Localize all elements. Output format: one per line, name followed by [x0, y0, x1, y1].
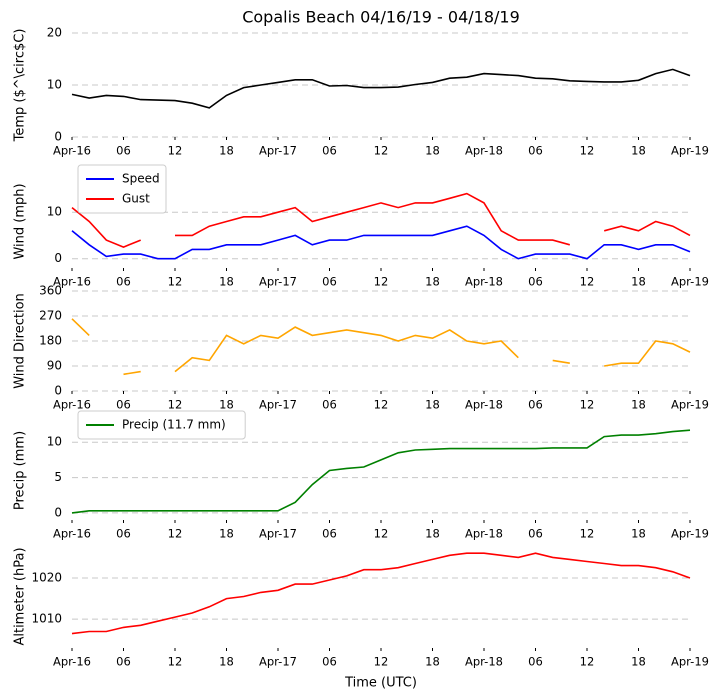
- x-tick-label: 06: [116, 275, 131, 289]
- legend-label: Speed: [122, 172, 160, 186]
- x-tick-label: 06: [116, 527, 131, 541]
- x-tick-label: 12: [374, 655, 389, 669]
- x-tick-label: 06: [116, 398, 131, 412]
- y-tick-label: 180: [39, 334, 62, 348]
- x-tick-label: 12: [580, 398, 595, 412]
- x-tick-label: 12: [168, 527, 183, 541]
- y-tick-label: 1020: [31, 570, 62, 584]
- x-tick-label: Apr-16: [53, 527, 91, 541]
- y-axis-label: Temp ($^\circ$C): [13, 29, 28, 143]
- x-tick-label: Apr-18: [465, 398, 503, 412]
- chart-title: Copalis Beach 04/16/19 - 04/18/19: [242, 8, 520, 27]
- x-tick-label: 18: [631, 144, 646, 158]
- x-tick-label: 06: [322, 655, 337, 669]
- x-tick-label: Apr-18: [465, 144, 503, 158]
- x-tick-label: 18: [219, 527, 234, 541]
- x-tick-label: 18: [425, 398, 440, 412]
- x-tick-label: 06: [322, 275, 337, 289]
- x-tick-label: 06: [528, 144, 543, 158]
- x-tick-label: Apr-16: [53, 275, 91, 289]
- series-line: [71, 318, 691, 376]
- y-tick-label: 5: [54, 470, 62, 484]
- series-line: [71, 192, 691, 248]
- y-tick-label: 10: [47, 435, 62, 449]
- x-tick-label: 06: [528, 527, 543, 541]
- x-tick-label: 06: [528, 398, 543, 412]
- x-tick-label: 18: [425, 275, 440, 289]
- x-tick-label: 12: [168, 398, 183, 412]
- y-tick-label: 20: [47, 26, 62, 40]
- x-tick-label: 06: [116, 144, 131, 158]
- x-tick-label: Apr-17: [259, 527, 297, 541]
- x-tick-label: Apr-17: [259, 275, 297, 289]
- series-line: [71, 225, 691, 260]
- y-axis-label: Wind (mph): [13, 183, 28, 259]
- x-tick-label: 18: [631, 527, 646, 541]
- x-tick-label: 12: [374, 144, 389, 158]
- legend-box: [77, 410, 246, 440]
- x-tick-label: Apr-17: [259, 144, 297, 158]
- series-line: [71, 68, 691, 109]
- x-tick-label: 18: [219, 275, 234, 289]
- y-tick-label: 0: [54, 384, 62, 398]
- x-tick-label: Apr-16: [53, 655, 91, 669]
- x-tick-label: Apr-18: [465, 655, 503, 669]
- legend-label: Gust: [122, 192, 150, 206]
- x-tick-label: 18: [425, 527, 440, 541]
- x-tick-label: 18: [219, 144, 234, 158]
- x-tick-label: Apr-19: [671, 275, 709, 289]
- legend-box: [77, 164, 167, 214]
- y-tick-label: 10: [47, 78, 62, 92]
- x-tick-label: 12: [580, 527, 595, 541]
- series-line: [71, 429, 691, 514]
- x-tick-label: 06: [322, 144, 337, 158]
- x-tick-label: 12: [580, 655, 595, 669]
- y-tick-label: 0: [54, 130, 62, 144]
- y-tick-label: 0: [54, 505, 62, 519]
- x-tick-label: 12: [374, 527, 389, 541]
- y-tick-label: 360: [39, 284, 62, 298]
- x-tick-label: Apr-18: [465, 527, 503, 541]
- x-tick-label: 18: [631, 275, 646, 289]
- x-tick-label: Apr-19: [671, 527, 709, 541]
- x-tick-label: 18: [425, 655, 440, 669]
- x-tick-label: Apr-16: [53, 144, 91, 158]
- x-tick-label: 18: [631, 655, 646, 669]
- x-tick-label: 06: [528, 655, 543, 669]
- series-line: [71, 552, 691, 635]
- y-axis-label: Altimeter (hPa): [13, 547, 28, 645]
- x-tick-label: Apr-19: [671, 655, 709, 669]
- x-tick-label: Apr-17: [259, 398, 297, 412]
- x-tick-label: Apr-17: [259, 655, 297, 669]
- x-tick-label: 12: [580, 275, 595, 289]
- x-tick-label: 18: [631, 398, 646, 412]
- y-tick-label: 10: [47, 205, 62, 219]
- y-axis-label: Precip (mm): [13, 431, 28, 510]
- x-tick-label: 06: [322, 398, 337, 412]
- x-tick-label: 18: [219, 398, 234, 412]
- y-tick-label: 90: [47, 359, 62, 373]
- x-tick-label: 06: [116, 655, 131, 669]
- x-tick-label: 18: [219, 655, 234, 669]
- y-tick-label: 1010: [31, 612, 62, 626]
- x-tick-label: Apr-18: [465, 275, 503, 289]
- x-tick-label: 12: [168, 655, 183, 669]
- x-axis-label: Time (UTC): [344, 676, 417, 691]
- x-tick-label: 12: [168, 275, 183, 289]
- y-tick-label: 270: [39, 309, 62, 323]
- x-tick-label: Apr-19: [671, 144, 709, 158]
- x-tick-label: 06: [528, 275, 543, 289]
- legend-label: Precip (11.7 mm): [122, 418, 226, 432]
- y-tick-label: 0: [54, 251, 62, 265]
- x-tick-label: 12: [374, 398, 389, 412]
- x-tick-label: 12: [580, 144, 595, 158]
- x-tick-label: 18: [425, 144, 440, 158]
- x-tick-label: 12: [168, 144, 183, 158]
- x-tick-label: 12: [374, 275, 389, 289]
- y-axis-label: Wind Direction: [13, 293, 28, 389]
- x-tick-label: 06: [322, 527, 337, 541]
- x-tick-label: Apr-16: [53, 398, 91, 412]
- x-tick-label: Apr-19: [671, 398, 709, 412]
